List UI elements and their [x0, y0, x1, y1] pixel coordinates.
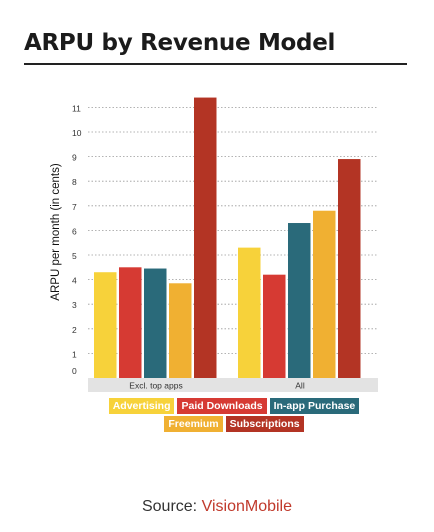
bar-advertising-1 — [238, 247, 261, 378]
category-labels: Excl. top apps All — [129, 381, 305, 391]
legend-item-advertising: Advertising — [108, 398, 175, 414]
bar-in-app-purchase-1 — [288, 223, 311, 378]
bar-advertising-0 — [94, 272, 117, 378]
y-tick-label: 0 — [72, 366, 77, 376]
y-tick-label: 4 — [72, 276, 77, 286]
bars — [94, 97, 361, 378]
legend-item-in-app-purchase: In-app Purchase — [269, 398, 360, 414]
source-prefix: Source: — [141, 498, 202, 515]
source-line: Source: VisionMobile — [0, 498, 434, 516]
y-axis-label: ARPU per month (in cents) — [50, 163, 62, 301]
legend: Advertising Paid Downloads In-app Purchase… — [84, 398, 384, 432]
y-tick-label: 5 — [72, 251, 77, 261]
bar-freemium-1 — [313, 210, 336, 378]
bar-subscriptions-1 — [338, 159, 361, 378]
chart-title: ARPU by Revenue Model — [24, 30, 336, 56]
bar-chart: 0 1 2 3 4 5 6 7 8 9 10 11 Excl. top apps All ARPU pe… — [50, 97, 378, 392]
bar-paid-downloads-0 — [119, 267, 142, 378]
y-tick-label: 3 — [72, 300, 77, 310]
source-link[interactable]: VisionMobile — [201, 498, 292, 515]
title-underline — [24, 63, 407, 65]
y-tick-label: 6 — [72, 226, 77, 236]
y-tick-label: 10 — [72, 128, 82, 138]
y-tick-label: 9 — [72, 153, 77, 163]
y-tick-label: 8 — [72, 177, 77, 187]
bar-paid-downloads-1 — [263, 274, 286, 378]
y-tick-label: 7 — [72, 202, 77, 212]
category-label: All — [295, 381, 305, 391]
y-tick-label: 1 — [72, 349, 77, 359]
category-label: Excl. top apps — [129, 381, 182, 391]
bar-subscriptions-0 — [194, 97, 217, 378]
y-tick-labels: 0 1 2 3 4 5 6 7 8 9 10 11 — [72, 103, 82, 376]
y-tick-label: 2 — [72, 325, 77, 335]
bar-freemium-0 — [169, 283, 192, 378]
y-tick-label: 11 — [72, 103, 81, 113]
legend-item-subscriptions: Subscriptions — [225, 416, 304, 432]
bar-in-app-purchase-0 — [144, 268, 167, 378]
legend-item-freemium: Freemium — [164, 416, 223, 432]
legend-item-paid-downloads: Paid Downloads — [177, 398, 267, 414]
x-axis-band — [88, 378, 378, 392]
